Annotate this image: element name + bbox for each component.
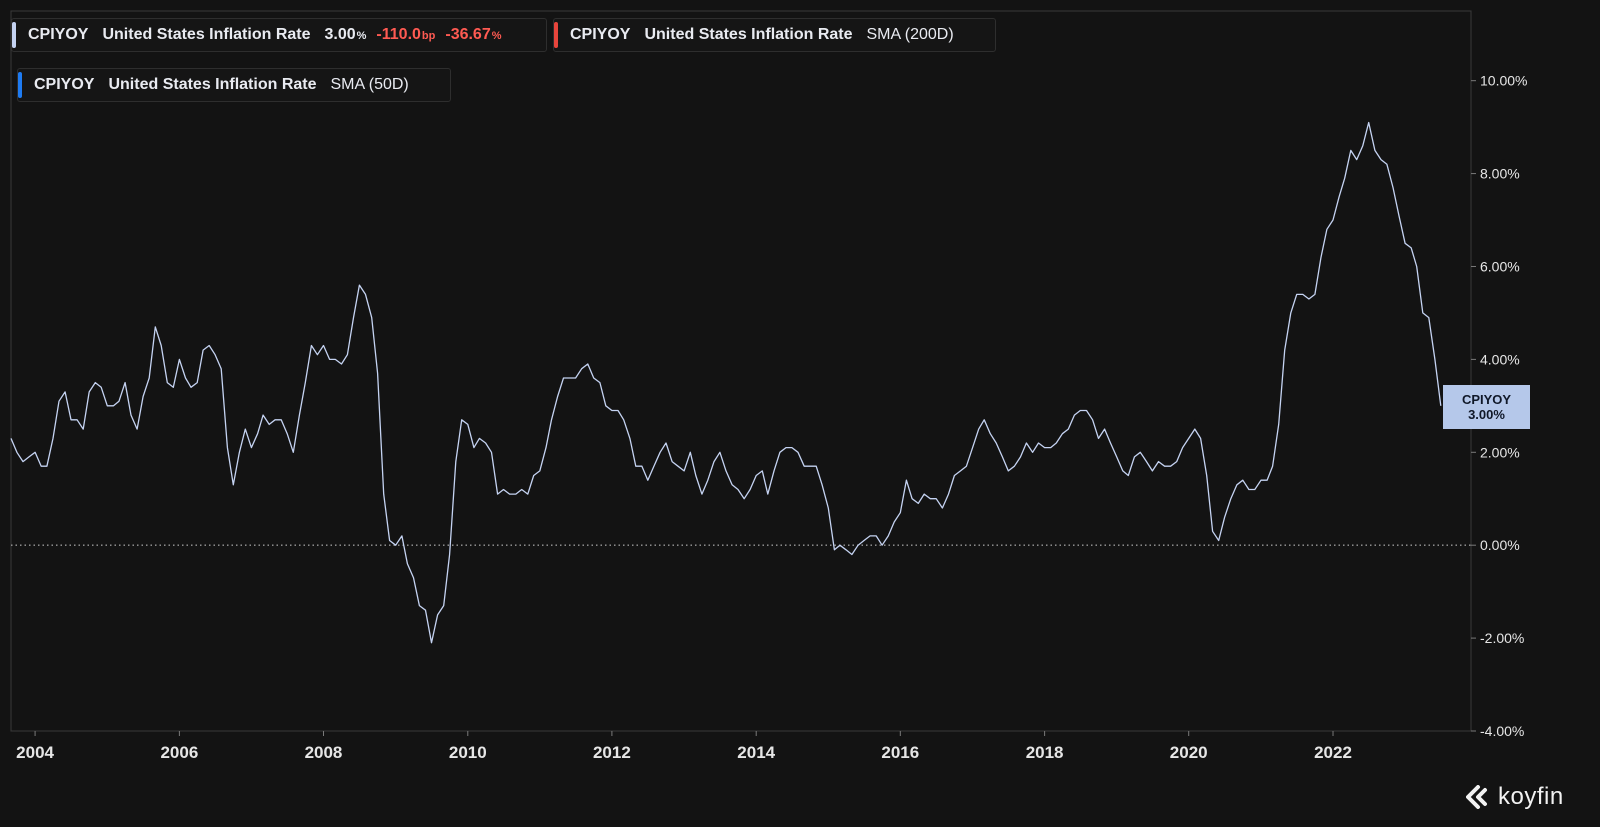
x-tick-label: 2010 — [449, 743, 487, 762]
x-tick-label: 2020 — [1170, 743, 1208, 762]
x-tick-label: 2022 — [1314, 743, 1352, 762]
legend-series-name: United States Inflation Rate — [108, 76, 317, 93]
last-value-badge: CPIYOY 3.00% — [1443, 385, 1530, 429]
legend-sma-50[interactable]: CPIYOY United States Inflation Rate SMA … — [17, 68, 451, 102]
x-tick-label: 2008 — [305, 743, 343, 762]
legend-primary[interactable]: CPIYOY United States Inflation Rate 3.00… — [11, 18, 547, 52]
legend-swatch — [18, 72, 22, 98]
badge-value: 3.00% — [1468, 407, 1505, 422]
legend-sma-200[interactable]: CPIYOY United States Inflation Rate SMA … — [553, 18, 996, 52]
x-tick-label: 2014 — [737, 743, 775, 762]
koyfin-logo: koyfin — [1466, 783, 1564, 811]
x-tick-label: 2016 — [881, 743, 919, 762]
koyfin-logo-icon — [1466, 785, 1487, 809]
koyfin-wordmark: koyfin — [1498, 783, 1564, 810]
x-tick-label: 2006 — [160, 743, 198, 762]
plot-frame — [10, 10, 1472, 732]
legend-swatch — [12, 22, 16, 48]
x-tick-label: 2012 — [593, 743, 631, 762]
y-axis: -4.00% -2.00% 0.00% 2.00% 4.00% 6.00% 8.00% 10.… — [1471, 73, 1527, 739]
series-line-cpiyoy — [10, 121, 1442, 644]
legend-ticker: CPIYOY — [28, 26, 89, 43]
x-tick-label: 2004 — [16, 743, 54, 762]
y-tick-label: 4.00% — [1480, 351, 1520, 367]
x-axis: 2004 2006 2008 2010 2012 2014 2016 2018 2020 2022 — [16, 731, 1352, 762]
legend-ticker: CPIYOY — [34, 76, 95, 93]
legend-ticker: CPIYOY — [570, 26, 631, 43]
badge-ticker: CPIYOY — [1461, 392, 1512, 407]
y-tick-label: -4.00% — [1480, 723, 1524, 739]
legend-series-name: United States Inflation Rate — [644, 26, 853, 43]
y-tick-label: 8.00% — [1480, 166, 1520, 182]
legend-change-pct: -36.67% — [445, 26, 502, 43]
y-tick-label: -2.00% — [1480, 630, 1524, 646]
legend-swatch — [554, 22, 558, 48]
y-tick-label: 0.00% — [1480, 537, 1520, 553]
x-tick-label: 2018 — [1026, 743, 1064, 762]
y-tick-label: 2.00% — [1480, 444, 1520, 460]
y-tick-label: 6.00% — [1480, 258, 1520, 274]
legend-study-label: SMA (50D) — [330, 76, 409, 93]
y-tick-label: 10.00% — [1480, 73, 1527, 89]
legend-study-label: SMA (200D) — [866, 26, 954, 43]
legend-last-value: 3.00% — [324, 26, 367, 43]
legend-change-bp: -110.0bp — [376, 26, 436, 43]
legend-series-name: United States Inflation Rate — [102, 26, 311, 43]
